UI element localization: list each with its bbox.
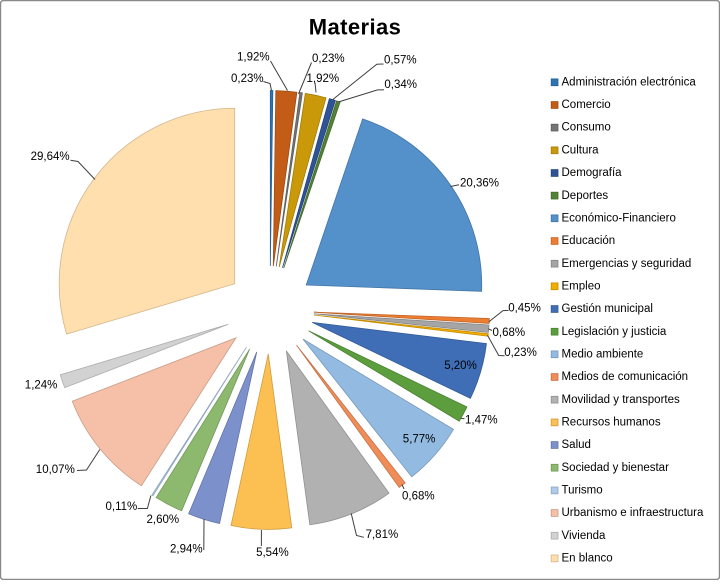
svg-text:Económico-Financiero: Económico-Financiero: [562, 212, 676, 224]
svg-text:Demografía: Demografía: [562, 167, 623, 179]
svg-text:20,36%: 20,36%: [460, 178, 499, 190]
svg-text:Administración electrónica: Administración electrónica: [562, 76, 697, 88]
svg-text:0,68%: 0,68%: [493, 327, 526, 339]
svg-text:Medios de comunicación: Medios de comunicación: [562, 371, 689, 383]
svg-text:Educación: Educación: [562, 235, 616, 247]
svg-text:Recursos humanos: Recursos humanos: [562, 417, 661, 429]
svg-text:2,60%: 2,60%: [147, 514, 180, 526]
svg-text:1,92%: 1,92%: [237, 52, 270, 64]
svg-text:Deportes: Deportes: [562, 190, 609, 202]
svg-text:Empleo: Empleo: [562, 280, 601, 292]
svg-text:Cultura: Cultura: [562, 144, 600, 156]
svg-text:Medio ambiente: Medio ambiente: [562, 348, 644, 360]
svg-text:0,68%: 0,68%: [402, 491, 435, 503]
svg-text:5,54%: 5,54%: [256, 547, 289, 559]
svg-text:En blanco: En blanco: [562, 553, 613, 565]
svg-text:1,92%: 1,92%: [307, 73, 340, 85]
svg-text:Gestión municipal: Gestión municipal: [562, 303, 653, 315]
svg-text:1,24%: 1,24%: [25, 380, 58, 392]
svg-text:0,57%: 0,57%: [384, 55, 417, 67]
svg-text:Salud: Salud: [562, 439, 591, 451]
svg-text:Emergencias y seguridad: Emergencias y seguridad: [562, 258, 692, 270]
svg-text:Turismo: Turismo: [562, 485, 603, 497]
svg-text:Comercio: Comercio: [562, 99, 611, 111]
svg-text:Movilidad y transportes: Movilidad y transportes: [562, 394, 680, 406]
svg-text:7,81%: 7,81%: [366, 529, 399, 541]
svg-text:29,64%: 29,64%: [31, 151, 70, 163]
svg-text:0,23%: 0,23%: [312, 53, 345, 65]
svg-text:0,45%: 0,45%: [508, 302, 541, 314]
svg-text:1,47%: 1,47%: [465, 415, 498, 427]
svg-text:2,94%: 2,94%: [170, 543, 203, 555]
svg-text:Sociedad y bienestar: Sociedad y bienestar: [562, 462, 670, 474]
svg-text:Legislación y justicia: Legislación y justicia: [562, 326, 667, 338]
svg-text:Vivienda: Vivienda: [562, 530, 607, 542]
svg-text:Materias: Materias: [309, 14, 401, 39]
svg-text:0,23%: 0,23%: [231, 73, 264, 85]
svg-text:0,11%: 0,11%: [106, 501, 138, 513]
svg-text:Urbanismo e infraestructura: Urbanismo e infraestructura: [562, 507, 704, 519]
svg-text:Consumo: Consumo: [562, 122, 611, 134]
svg-text:0,23%: 0,23%: [504, 347, 537, 359]
svg-text:5,20%: 5,20%: [444, 360, 477, 372]
svg-text:5,77%: 5,77%: [403, 434, 436, 446]
svg-text:0,34%: 0,34%: [384, 79, 417, 91]
svg-text:10,07%: 10,07%: [36, 464, 75, 476]
